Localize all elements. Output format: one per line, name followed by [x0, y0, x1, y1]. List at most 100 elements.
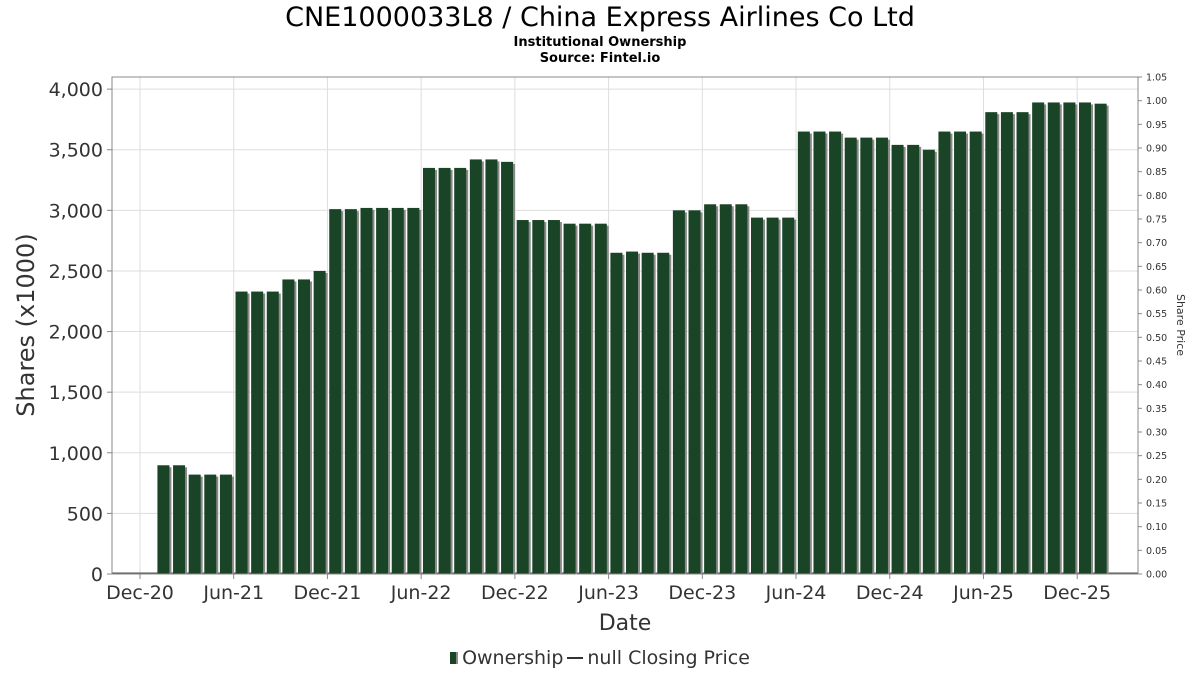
- chart-title: CNE1000033L8 / China Express Airlines Co…: [285, 2, 915, 33]
- ownership-bar: [438, 167, 451, 575]
- ownership-bar: [1047, 102, 1060, 574]
- y2-tick-label: 0.85: [1146, 167, 1167, 178]
- y-tick-label: 3,500: [49, 140, 103, 162]
- x-axis-label: Date: [599, 611, 652, 636]
- y-tick-label: 4,000: [49, 79, 103, 101]
- y2-tick-label: 0.20: [1146, 475, 1167, 486]
- x-tick-label: Jun-25: [952, 582, 1014, 604]
- x-tick-label: Dec-21: [294, 582, 362, 604]
- y2-tick-label: 0.95: [1146, 120, 1167, 131]
- y2-tick-label: 0.65: [1146, 262, 1167, 273]
- y2-tick-label: 0.55: [1146, 309, 1167, 320]
- y-tick-label: 500: [67, 503, 103, 525]
- ownership-bar: [891, 144, 904, 574]
- y2-axis-label: Share Price: [1174, 294, 1187, 356]
- ownership-bar: [282, 279, 295, 574]
- ownership-bar: [344, 209, 357, 574]
- ownership-bar: [1016, 112, 1029, 574]
- x-tick-label: Jun-24: [765, 582, 827, 604]
- ownership-bar: [173, 465, 186, 574]
- ownership-bar: [391, 207, 404, 575]
- ownership-bar: [766, 217, 779, 575]
- chart-subtitle: Institutional Ownership: [513, 35, 687, 50]
- y-tick-layer: 0 500 1,000 1,500 2,000 2,500 3,000 3,500 4,000: [49, 79, 112, 586]
- ownership-bar: [1094, 103, 1107, 575]
- y2-tick-label: 0.10: [1146, 522, 1167, 533]
- x-tick-label: Dec-24: [856, 582, 924, 604]
- ownership-bar: [204, 474, 217, 574]
- y-axis-label: Shares (x1000): [12, 233, 40, 416]
- x-tick-label: Dec-23: [668, 582, 736, 604]
- ownership-bar: [626, 251, 639, 574]
- ownership-bar: [1032, 102, 1045, 574]
- y2-tick-label: 0.80: [1146, 191, 1167, 202]
- x-tick-label: Dec-25: [1043, 582, 1111, 604]
- ownership-bar: [657, 252, 670, 574]
- y-tick-label: 1,500: [49, 382, 103, 404]
- ownership-bar: [360, 207, 373, 575]
- x-tick-layer: Dec-20 Jun-21 Dec-21 Jun-22 Dec-22 Jun-23 Dec-…: [106, 574, 1111, 604]
- ownership-bar: [485, 159, 498, 575]
- ownership-bar: [610, 252, 623, 574]
- ownership-bar: [860, 137, 873, 575]
- ownership-bar: [501, 161, 514, 575]
- price-legend-swatch: [567, 656, 584, 659]
- ownership-legend-swatch: [450, 651, 459, 664]
- plot-area-border: [111, 76, 1139, 575]
- y2-tick-label: 0.50: [1146, 333, 1167, 344]
- y-tick-label: 0: [91, 564, 103, 586]
- ownership-bar: [688, 210, 701, 574]
- y2-tick-layer: 0.00 0.05 0.10 0.15 0.20 0.25 0.30 0.35 0.40 0.45…: [1138, 73, 1167, 581]
- ownership-bar: [938, 131, 951, 575]
- y-tick-label: 2,500: [49, 261, 103, 283]
- ownership-bar: [422, 167, 435, 575]
- y2-tick-label: 0.90: [1146, 144, 1167, 155]
- ownership-bar: [376, 207, 389, 575]
- ownership-bar: [313, 270, 326, 574]
- ownership-bar: [251, 291, 264, 574]
- ownership-bar: [329, 209, 342, 574]
- ownership-bar: [969, 131, 982, 575]
- y2-tick-label: 0.35: [1146, 404, 1167, 415]
- x-tick-label: Jun-21: [202, 582, 264, 604]
- y-tick-label: 2,000: [49, 322, 103, 344]
- ownership-bar: [844, 137, 857, 575]
- legend: Ownership null Closing Price: [0, 646, 1200, 669]
- y2-tick-label: 0.30: [1146, 428, 1167, 439]
- ownership-bar: [563, 223, 576, 575]
- ownership-bar: [298, 279, 311, 574]
- ownership-bar: [735, 204, 748, 574]
- ownership-bar: [829, 131, 842, 575]
- ownership-bar: [954, 131, 967, 575]
- x-tick-label: Jun-22: [390, 582, 452, 604]
- legend-price-label: null Closing Price: [587, 646, 750, 669]
- ownership-bar: [157, 465, 170, 574]
- x-tick-label: Dec-20: [106, 582, 174, 604]
- ownership-bar: [704, 204, 717, 574]
- ownership-bar: [594, 223, 607, 575]
- ownership-bar: [1000, 112, 1013, 574]
- x-tick-label: Dec-22: [481, 582, 549, 604]
- ownership-bar: [672, 210, 685, 574]
- ownership-bar: [266, 291, 279, 574]
- bar-layer: [112, 102, 1138, 575]
- ownership-bar: [219, 474, 232, 574]
- y2-tick-label: 0.00: [1146, 570, 1167, 581]
- ownership-bar: [235, 291, 248, 574]
- y2-tick-label: 0.70: [1146, 238, 1167, 249]
- ownership-bar: [469, 159, 482, 575]
- y2-tick-label: 0.25: [1146, 451, 1167, 462]
- ownership-bar: [907, 144, 920, 574]
- ownership-bar: [1079, 102, 1092, 574]
- chart-source: Source: Fintel.io: [539, 51, 661, 66]
- y2-tick-label: 1.00: [1146, 96, 1167, 107]
- ownership-bar: [579, 223, 592, 575]
- x-tick-label: Jun-23: [577, 582, 639, 604]
- ownership-bar: [516, 220, 529, 575]
- ownership-bar: [922, 149, 935, 575]
- ownership-bar: [985, 112, 998, 574]
- ownership-bar: [641, 252, 654, 574]
- grid-layer: [112, 77, 1138, 575]
- ownership-bar: [1063, 102, 1076, 574]
